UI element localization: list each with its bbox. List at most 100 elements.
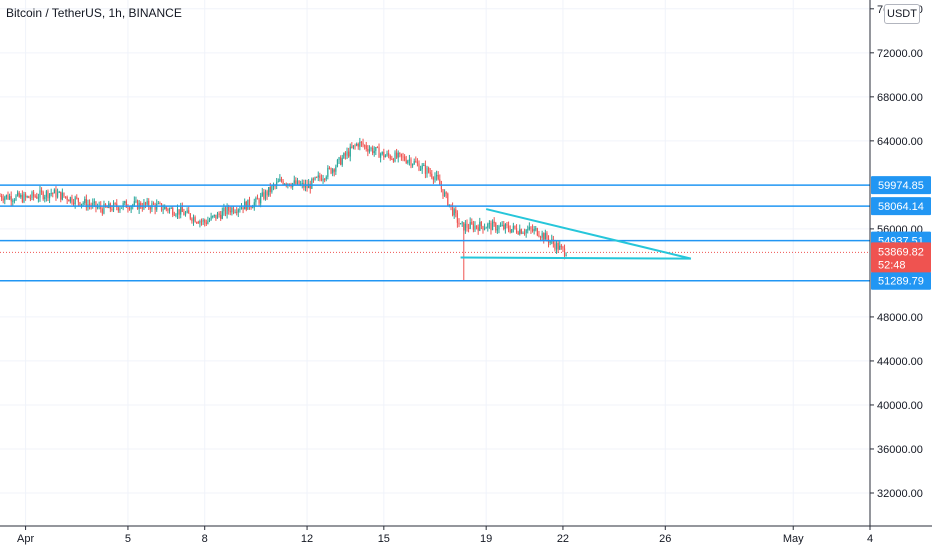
candle-body <box>164 207 166 210</box>
candle-body <box>58 191 60 193</box>
candle-body <box>424 165 427 174</box>
candle-body <box>384 155 387 158</box>
y-tick-label: 48000.00 <box>877 312 923 324</box>
candle-body <box>199 221 201 224</box>
candle-body <box>15 195 17 201</box>
candle-body <box>111 208 113 211</box>
candle-body <box>474 225 476 230</box>
candle-body <box>74 197 76 205</box>
candle-body <box>381 151 383 154</box>
trend-lines[interactable] <box>460 208 692 260</box>
candle-body <box>114 203 116 205</box>
candle-body <box>539 236 542 238</box>
candle-body <box>117 207 119 211</box>
candle-body <box>12 200 14 202</box>
candle-body <box>402 156 404 158</box>
candle-body <box>253 202 255 208</box>
candle-body <box>498 225 500 230</box>
current-price-label: 53869.82 <box>878 246 924 258</box>
candle-body <box>416 162 419 164</box>
price-level-lines[interactable] <box>0 184 870 282</box>
trend-line[interactable] <box>485 208 692 260</box>
candle-body <box>554 243 556 250</box>
candle-body <box>264 191 267 199</box>
candle-body <box>37 197 39 199</box>
candle-body <box>506 224 508 226</box>
candle-body <box>234 211 236 213</box>
candle-body <box>47 191 49 199</box>
candle-body <box>453 209 455 216</box>
candle-body <box>55 189 57 198</box>
candle-body <box>439 179 441 186</box>
candle-body <box>320 178 323 181</box>
candle-body <box>175 214 177 216</box>
candle-body <box>68 200 70 202</box>
candle-body <box>565 255 567 257</box>
candle-body <box>309 183 311 189</box>
candle-body <box>448 204 450 206</box>
candle-body <box>5 194 7 198</box>
candle-body <box>332 169 334 174</box>
candle-body <box>2 198 4 201</box>
candle-body <box>442 189 444 197</box>
candle-body <box>496 229 498 231</box>
candle-body <box>517 232 519 235</box>
candle-body <box>523 232 526 234</box>
candle-body <box>92 202 94 207</box>
y-tick-label: 68000.00 <box>877 92 923 104</box>
candle-body <box>388 153 390 156</box>
candle-body <box>298 180 300 186</box>
candle-body <box>499 225 502 227</box>
candle-body <box>490 222 492 231</box>
y-tick-label: 32000.00 <box>877 488 923 500</box>
candle-body <box>136 200 139 210</box>
candle-body <box>463 222 465 231</box>
candle-body <box>447 193 449 206</box>
candle-body <box>317 175 319 178</box>
candle-body <box>455 209 457 214</box>
candle-body <box>167 208 169 211</box>
candle-body <box>178 209 180 215</box>
candle-body <box>192 217 195 222</box>
candle-body <box>45 191 47 197</box>
candle-body <box>423 165 425 167</box>
x-tick-label: 19 <box>480 533 492 545</box>
candle-body <box>260 195 262 204</box>
candle-body <box>357 143 359 147</box>
price-level-tag <box>871 197 931 216</box>
candle-body <box>445 192 447 194</box>
candle-body <box>344 153 347 156</box>
candle-body <box>141 207 143 209</box>
candle-body <box>29 197 31 199</box>
candle-body <box>324 179 326 181</box>
candle-body <box>368 149 371 152</box>
time-axis[interactable]: Apr 5 8 12 15 19 22 26 May 4 <box>17 526 873 545</box>
candle-body <box>413 161 415 165</box>
candle-body <box>32 192 35 197</box>
candle-body <box>266 191 268 196</box>
candle-body <box>420 169 422 171</box>
candle-body <box>343 153 345 159</box>
candle-body <box>443 192 446 197</box>
candle-body <box>103 203 105 214</box>
candle-body <box>479 221 481 231</box>
candle-body <box>279 178 281 182</box>
candle-body <box>7 194 9 200</box>
candle-body <box>23 194 25 202</box>
candle-body <box>519 229 521 235</box>
symbol-title: Bitcoin / TetherUS, 1h, BINANCE <box>6 6 182 20</box>
currency-button[interactable]: USDT <box>884 4 920 24</box>
trend-line[interactable] <box>460 256 691 260</box>
candle-body <box>322 179 324 181</box>
candle-body <box>213 214 215 216</box>
candle-body <box>50 193 52 195</box>
candle-body <box>477 227 479 231</box>
candle-body <box>0 195 1 197</box>
candle-body <box>93 201 95 203</box>
candle-body <box>458 222 460 225</box>
candle-body <box>459 223 462 225</box>
candle-body <box>293 180 295 184</box>
candle-body <box>210 216 212 220</box>
candle-body <box>133 201 135 205</box>
